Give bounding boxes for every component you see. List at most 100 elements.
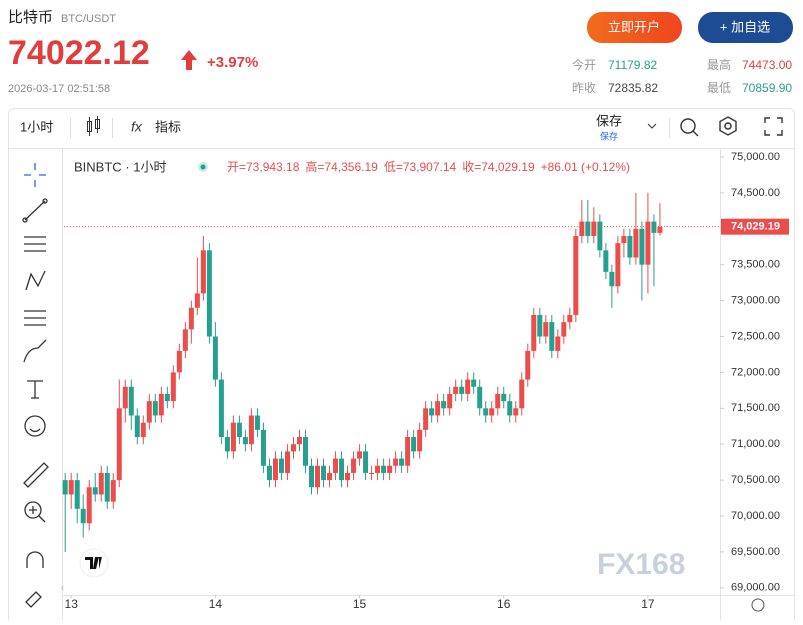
y-tick-label: 75,000.00 — [731, 151, 780, 163]
candle-body — [585, 221, 591, 236]
candle-body — [375, 465, 381, 473]
candle-body — [477, 386, 483, 409]
candle-body — [405, 437, 411, 466]
candle-body — [80, 508, 86, 524]
candle-body — [381, 465, 387, 473]
x-tick-label: 14 — [209, 597, 223, 611]
candle-body — [621, 235, 627, 244]
candle-body — [543, 322, 549, 337]
y-tick-label: 74,500.00 — [731, 187, 780, 199]
candle-body — [399, 458, 405, 466]
candle-body — [146, 401, 152, 423]
candle-body — [609, 271, 615, 287]
plot: 开=73,943.18 高=74,356.19 低=73,907.14 收=74,02… — [62, 151, 789, 611]
save-sub: 保存 — [600, 130, 618, 141]
stat-value: 72835.82 — [608, 81, 658, 95]
candle-body — [549, 322, 555, 351]
ohlc-legend: 高=74,356.19 — [305, 159, 378, 174]
candle-body — [507, 401, 513, 416]
y-tick-label: 71,000.00 — [731, 438, 780, 450]
collapse-handle[interactable]: ‹ — [61, 582, 64, 592]
open-account-button[interactable] — [587, 12, 682, 43]
candle-body — [98, 472, 104, 495]
candle-body — [345, 472, 351, 481]
interval[interactable]: 1小时 — [20, 119, 53, 134]
candle-body — [315, 465, 321, 488]
price: 74022.12 — [8, 34, 150, 72]
candle-body — [92, 487, 98, 495]
chevron[interactable] — [647, 123, 657, 129]
candle-body — [74, 480, 80, 509]
candle-body — [567, 314, 573, 323]
candle-body — [537, 314, 543, 337]
candle-body — [657, 226, 663, 233]
candle-body — [254, 415, 260, 430]
settings-icon[interactable] — [751, 598, 765, 612]
candle-type-icon[interactable] — [87, 116, 100, 136]
candle-body — [453, 386, 459, 394]
stat-value: 74473.00 — [742, 58, 792, 72]
timestamp: 2026-03-17 02:51:58 — [8, 83, 110, 95]
candle-body — [248, 415, 254, 445]
asset-name: 比特币 — [8, 9, 53, 26]
candle-body — [501, 393, 507, 402]
indicators[interactable]: 指标 — [155, 119, 181, 134]
candle-body — [573, 235, 579, 315]
save[interactable]: 保存 — [596, 113, 622, 128]
y-tick-label: 70,000.00 — [731, 510, 780, 522]
open-account-label: 立即开户 — [608, 19, 660, 34]
stat-value: 71179.82 — [608, 58, 657, 72]
candle-body — [278, 458, 284, 473]
candle-body — [134, 415, 140, 438]
candle-body — [579, 221, 585, 236]
candle-body — [116, 408, 122, 481]
candle-body — [152, 401, 158, 416]
candle-body — [309, 465, 315, 488]
stat-label: 最高 — [707, 57, 731, 72]
candle-body — [272, 458, 278, 481]
candle-body — [633, 228, 639, 258]
candle-body — [411, 437, 417, 452]
x-tick-label: 13 — [65, 597, 79, 611]
watchlist-button[interactable] — [698, 12, 793, 43]
watchlist-label: + 加自选 — [720, 19, 770, 34]
x-tick-label: 17 — [641, 597, 655, 611]
candle-body — [519, 379, 525, 409]
candle-body — [86, 487, 92, 524]
ohlc-legend: 收=74,029.19 — [462, 160, 535, 174]
candle-body — [513, 408, 519, 416]
y-tick-label: 70,500.00 — [731, 474, 780, 486]
candle-body — [296, 437, 302, 445]
candle-body — [212, 336, 218, 380]
candle-body — [290, 444, 296, 452]
candle-body — [260, 429, 266, 466]
candle-body — [230, 422, 236, 452]
candle-body — [561, 322, 567, 337]
candle-body — [284, 451, 290, 473]
candle-body — [158, 393, 164, 416]
candle-body — [333, 458, 339, 473]
candle-body — [339, 458, 345, 481]
candle-body — [651, 221, 657, 233]
ohlc-legend: 开=73,943.18 — [227, 160, 300, 174]
candle-body — [110, 480, 116, 502]
watermark: FX168 — [597, 548, 685, 581]
up-arrow — [181, 50, 197, 70]
candle-body — [441, 401, 447, 409]
drawing-tools[interactable] — [22, 163, 49, 608]
ohlc-legend: +86.01 (+0.12%) — [541, 160, 630, 174]
candle-body — [471, 379, 477, 387]
toolbar-icons[interactable] — [680, 116, 783, 137]
candle-body — [591, 221, 597, 236]
candle-body — [194, 293, 200, 308]
candle-body — [327, 472, 333, 481]
candle-body — [423, 408, 429, 430]
candle-body — [639, 228, 645, 265]
symbol: BINBTC · 1小时 — [74, 159, 166, 174]
candle-body — [363, 451, 369, 473]
candle-body — [531, 314, 537, 351]
y-tick-label: 69,500.00 — [731, 546, 780, 558]
candle-body — [429, 408, 435, 416]
candle-body — [555, 336, 561, 351]
